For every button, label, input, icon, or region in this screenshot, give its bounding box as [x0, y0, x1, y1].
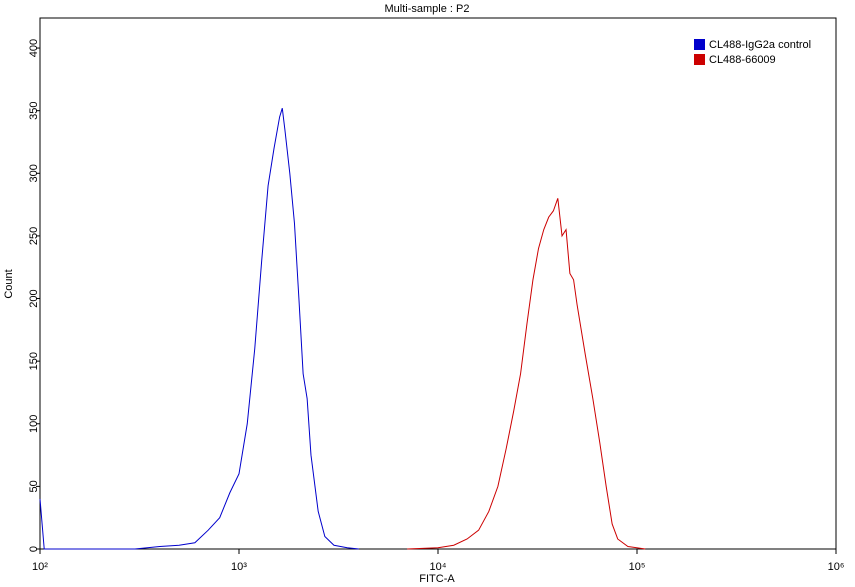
- y-axis-label: Count: [3, 269, 15, 298]
- y-tick-label: 0: [28, 546, 40, 552]
- legend-label: CL488-66009: [709, 54, 776, 66]
- y-tick-label: 200: [28, 289, 40, 307]
- x-tick-label: 10²: [32, 561, 48, 573]
- x-axis-label: FITC-A: [419, 573, 455, 585]
- y-tick-label: 400: [28, 39, 40, 57]
- plot-frame: [39, 17, 837, 550]
- y-tick-label: 50: [28, 480, 40, 492]
- chart-title: Multi-sample : P2: [385, 3, 470, 15]
- x-tick-label: 10⁵: [629, 561, 646, 573]
- legend-swatch: [694, 54, 705, 65]
- y-tick-label: 350: [28, 101, 40, 119]
- x-tick-label: 10⁶: [828, 561, 845, 573]
- y-tick-label: 100: [28, 415, 40, 433]
- y-tick-label: 300: [28, 164, 40, 182]
- histogram-line: [39, 108, 359, 550]
- histogram-line: [407, 198, 646, 550]
- y-tick-label: 150: [28, 352, 40, 370]
- y-tick-label: 250: [28, 227, 40, 245]
- legend-label: CL488-IgG2a control: [709, 39, 811, 51]
- legend-swatch: [694, 39, 705, 50]
- x-tick-label: 10³: [231, 561, 247, 573]
- x-tick-label: 10⁴: [430, 561, 447, 573]
